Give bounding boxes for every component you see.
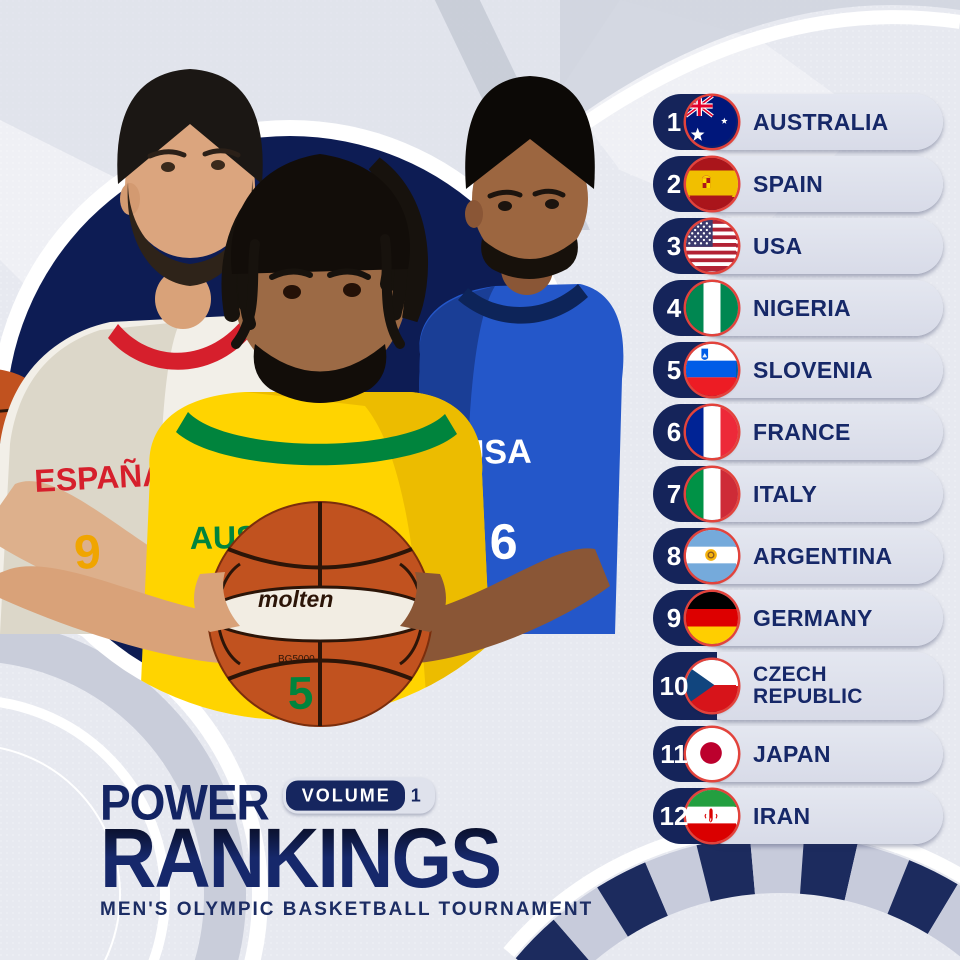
svg-text:ESPAÑA: ESPAÑA bbox=[33, 456, 166, 499]
svg-text:BG5000: BG5000 bbox=[278, 654, 315, 665]
svg-text:6: 6 bbox=[489, 514, 518, 570]
svg-text:molten: molten bbox=[258, 586, 333, 612]
svg-text:5: 5 bbox=[287, 667, 313, 719]
svg-text:9: 9 bbox=[73, 526, 102, 580]
